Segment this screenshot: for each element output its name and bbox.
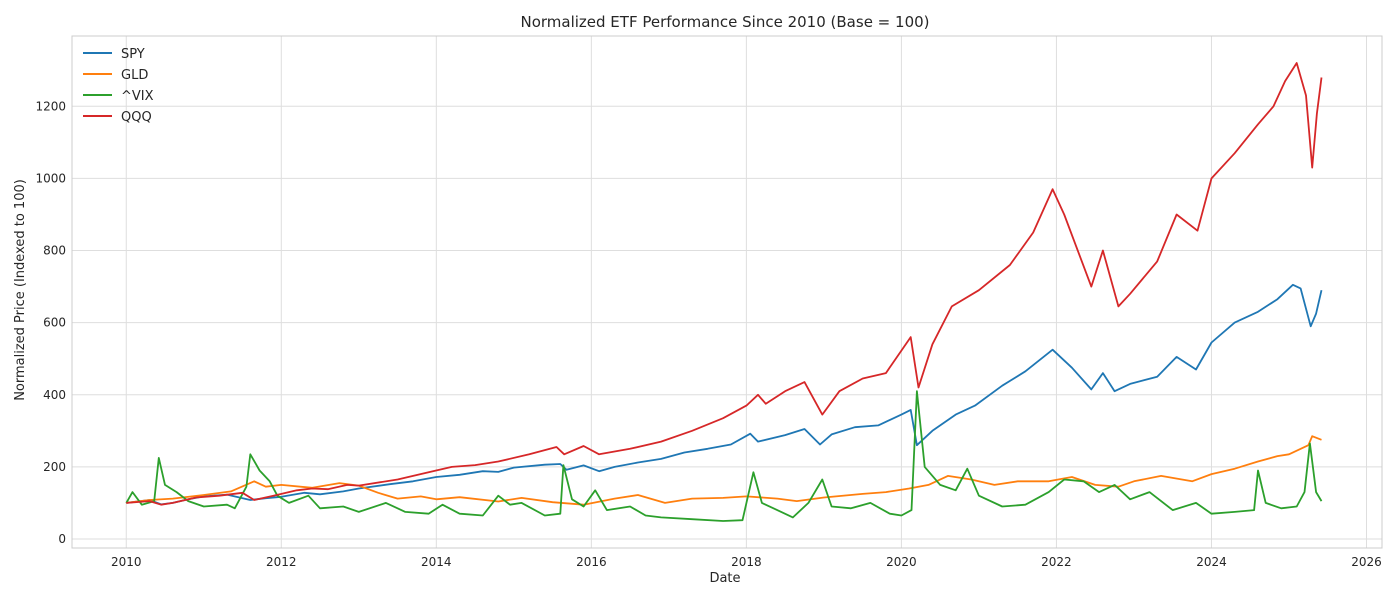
x-tick-label: 2014 [421,555,452,569]
y-tick-label: 1200 [35,99,66,113]
y-tick-label: 0 [58,532,66,546]
series-line-gld [126,435,1322,506]
x-tick-label: 2026 [1351,555,1382,569]
legend-label: QQQ [121,110,152,125]
legend-label: SPY [121,47,145,62]
y-tick-label: 800 [43,244,66,258]
x-tick-label: 2024 [1196,555,1227,569]
x-tick-label: 2022 [1041,555,1072,569]
y-tick-label: 600 [43,316,66,330]
series-layer [125,62,1323,522]
y-tick-labels: 0 200 400 600 800 1000 1200 [35,99,66,546]
x-tick-label: 2010 [111,555,142,569]
x-tick-label: 2020 [886,555,917,569]
y-tick-label: 1000 [35,171,66,185]
grid [72,36,1382,548]
x-tick-labels: 2010 2012 2014 2016 2018 2020 2022 2024 2026 [111,555,1382,569]
plot-frame [71,35,1383,549]
series-line-vix [125,390,1323,522]
series-line-qqq [126,62,1323,506]
legend: SPY GLD ^VIX QQQ [83,47,154,125]
x-axis-title: Date [709,571,740,586]
x-tick-label: 2016 [576,555,607,569]
x-tick-label: 2012 [266,555,297,569]
chart-title: Normalized ETF Performance Since 2010 (B… [520,13,929,31]
y-axis-title: Normalized Price (Indexed to 100) [13,179,28,401]
x-tick-label: 2018 [731,555,762,569]
legend-label: GLD [121,68,148,83]
y-tick-label: 200 [43,460,66,474]
series-line-spy [126,283,1323,506]
y-tick-label: 400 [43,388,66,402]
legend-label: ^VIX [121,89,154,104]
